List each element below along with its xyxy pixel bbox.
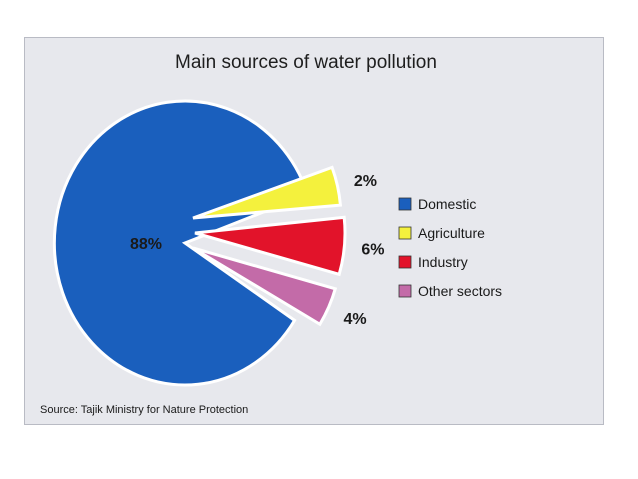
pie-chart: Main sources of water pollution 88% 2% 6% 4… (40, 52, 502, 416)
legend-swatch-domestic (398, 197, 412, 211)
chart-frame: Main sources of water pollution 88% 2% 6% 4… (24, 37, 604, 425)
slice-label-agriculture: 2% (354, 173, 377, 190)
legend-swatch-agriculture (398, 226, 412, 240)
pie-slice-domestic (52, 99, 310, 387)
legend-label-industry: Industry (418, 254, 468, 270)
slice-label-domestic: 88% (130, 236, 162, 253)
pie-slices (52, 99, 347, 387)
legend: Domestic Agriculture Industry Other sectors (398, 196, 502, 299)
legend-label-domestic: Domestic (418, 196, 476, 212)
legend-label-agriculture: Agriculture (418, 225, 485, 241)
chart-source: Source: Tajik Ministry for Nature Protec… (40, 404, 248, 416)
slice-label-other-sectors: 4% (343, 311, 366, 328)
pie-slice-industry (194, 215, 347, 277)
legend-label-other-sectors: Other sectors (418, 283, 502, 299)
legend-swatch-other-sectors (398, 284, 412, 298)
slice-labels: 88% 2% 6% 4% (130, 173, 384, 328)
pie-slice-agriculture (192, 165, 343, 220)
legend-swatch-industry (398, 255, 412, 269)
slice-label-industry: 6% (361, 241, 384, 258)
pie-slice-other-sectors (192, 246, 338, 327)
chart-title: Main sources of water pollution (175, 52, 437, 73)
